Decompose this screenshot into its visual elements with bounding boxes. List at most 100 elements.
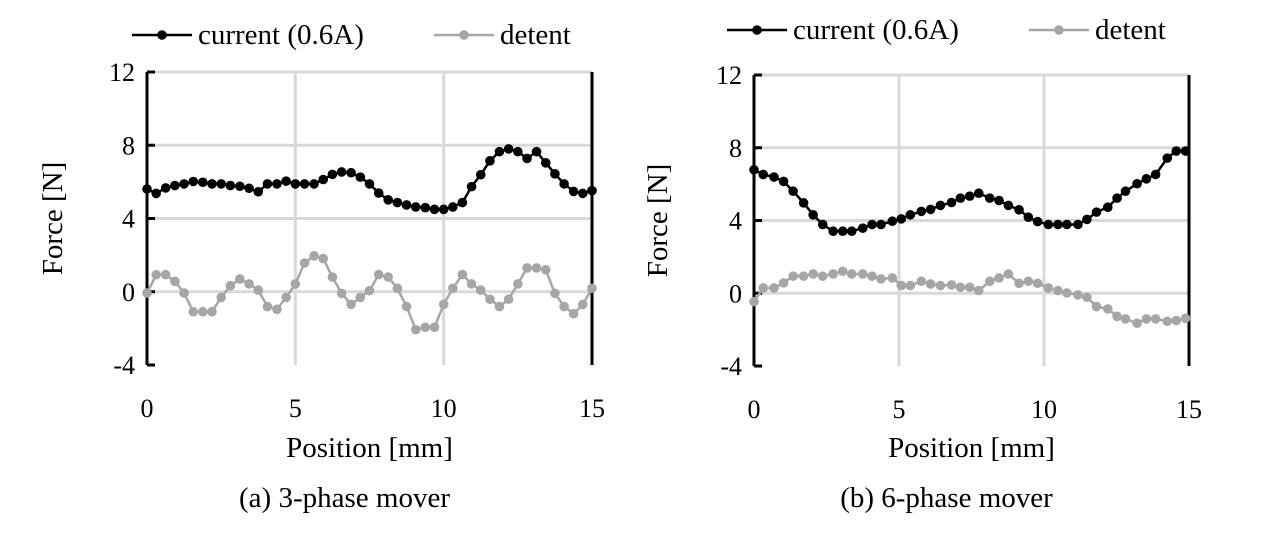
- data-point: [290, 279, 301, 289]
- data-point: [151, 269, 161, 280]
- data-point: [327, 272, 338, 282]
- y-tick-label: 8: [122, 131, 135, 160]
- data-point: [197, 177, 208, 188]
- data-point: [318, 174, 329, 185]
- data-point: [170, 180, 180, 191]
- data-point: [798, 271, 809, 281]
- data-point: [1062, 219, 1072, 230]
- data-point: [438, 204, 449, 215]
- data-point: [550, 169, 560, 179]
- data-point: [327, 169, 338, 180]
- data-point: [1014, 278, 1024, 289]
- data-point: [485, 156, 495, 166]
- legend-item-current: current (0.6A): [727, 14, 959, 46]
- data-point: [1171, 315, 1182, 326]
- data-point: [758, 283, 769, 293]
- data-point: [778, 176, 789, 187]
- data-point: [355, 172, 366, 182]
- data-point: [846, 269, 857, 279]
- data-point: [253, 285, 264, 295]
- data-point: [867, 219, 877, 230]
- data-point: [290, 179, 301, 189]
- data-point: [887, 216, 898, 227]
- x-tick-label: 5: [289, 394, 302, 423]
- data-point: [817, 271, 828, 281]
- data-point: [475, 285, 486, 295]
- data-point: [587, 185, 597, 196]
- data-point: [857, 223, 868, 233]
- data-point: [876, 219, 886, 230]
- data-point: [788, 186, 798, 197]
- data-point: [179, 288, 189, 298]
- data-point: [828, 269, 838, 279]
- data-point: [364, 179, 375, 189]
- data-point: [373, 269, 384, 280]
- data-point: [1120, 186, 1131, 197]
- data-point: [1073, 219, 1083, 230]
- data-point: [438, 299, 449, 310]
- data-point: [188, 306, 199, 317]
- legend-label: current (0.6A): [793, 14, 959, 46]
- legend: current (0.6A) detent: [132, 19, 571, 51]
- data-point: [235, 181, 245, 192]
- legend-marker: [752, 25, 762, 35]
- data-point: [503, 144, 514, 154]
- y-tick-label: -4: [113, 351, 135, 380]
- data-point: [207, 179, 217, 189]
- y-axis-label: Force [N]: [37, 162, 69, 276]
- data-point: [170, 276, 180, 287]
- data-point: [1103, 202, 1113, 213]
- data-point: [955, 193, 966, 203]
- data-point: [160, 183, 171, 193]
- data-point: [973, 188, 984, 199]
- y-tick-label: 0: [729, 279, 742, 308]
- data-point: [1132, 178, 1142, 189]
- legend-label: detent: [1095, 14, 1166, 46]
- data-point: [925, 279, 936, 289]
- legend-marker: [157, 30, 167, 40]
- data-point: [392, 197, 403, 208]
- data-point: [429, 322, 440, 333]
- data-point: [1171, 146, 1182, 156]
- data-point: [494, 146, 505, 157]
- data-point: [281, 176, 291, 186]
- y-tick-label: 4: [729, 207, 742, 236]
- data-point: [984, 276, 995, 287]
- data-point: [1073, 290, 1083, 300]
- data-point: [1043, 219, 1054, 230]
- legend-marker: [1054, 25, 1064, 35]
- data-point: [540, 158, 551, 168]
- data-point: [513, 279, 523, 289]
- x-tick-label: 10: [431, 394, 457, 423]
- data-point: [769, 283, 779, 293]
- data-point: [798, 198, 809, 208]
- data-point: [373, 188, 384, 198]
- data-point: [142, 288, 152, 298]
- data-point: [1141, 174, 1152, 184]
- data-point: [355, 292, 366, 303]
- legend: current (0.6A) detent: [727, 14, 1166, 46]
- data-point: [364, 285, 375, 296]
- data-point: [1082, 292, 1092, 303]
- data-point: [457, 197, 468, 208]
- data-point: [964, 282, 975, 293]
- data-point: [1023, 212, 1034, 223]
- data-point: [151, 188, 161, 199]
- data-point: [1043, 283, 1054, 293]
- data-point: [225, 280, 236, 291]
- x-tick-label: 5: [893, 395, 906, 424]
- data-point: [1091, 207, 1102, 217]
- data-point: [299, 258, 310, 268]
- y-tick-label: 4: [122, 205, 135, 234]
- data-point: [383, 195, 393, 205]
- legend-marker: [459, 30, 469, 40]
- data-point: [946, 280, 957, 290]
- data-point: [1180, 146, 1191, 156]
- data-point: [188, 176, 199, 187]
- x-tick-label: 15: [1176, 395, 1202, 424]
- data-point: [429, 204, 440, 215]
- data-point: [216, 179, 226, 189]
- data-point: [788, 271, 798, 281]
